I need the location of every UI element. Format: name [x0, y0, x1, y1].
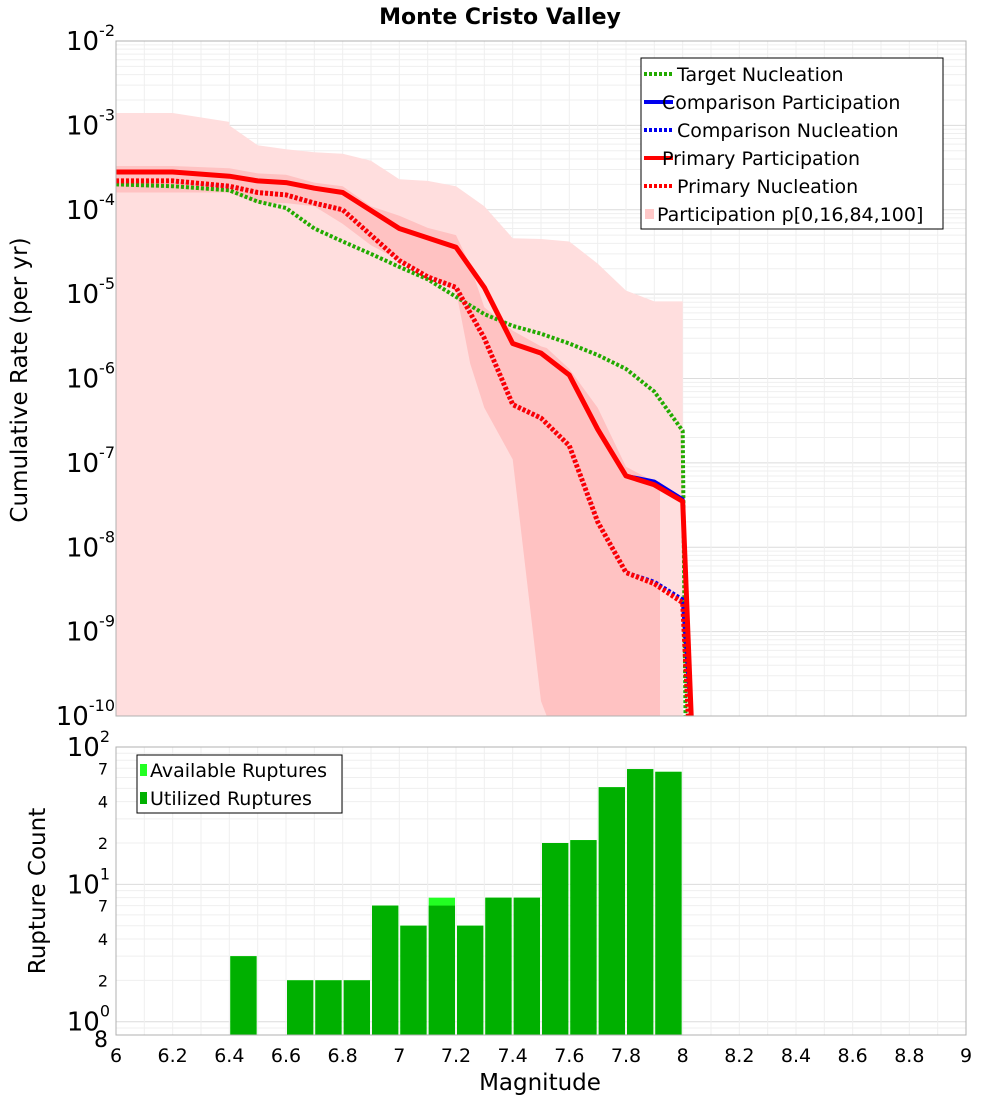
- x-tick-label: 7.8: [611, 1045, 641, 1067]
- legend-label: Target Nucleation: [676, 64, 844, 86]
- y-tick-label: 10-2: [66, 21, 115, 57]
- y-tick-label: 10-7: [66, 443, 115, 479]
- x-tick-label: 8.4: [781, 1045, 811, 1067]
- y-tick-label: 4: [98, 793, 108, 812]
- utilized-ruptures-bar: [428, 905, 455, 1035]
- legend-entry: Target Nucleation: [644, 64, 844, 86]
- y-tick-label: 10-6: [66, 359, 115, 395]
- y-tick-label: 10-9: [66, 612, 115, 648]
- x-tick-label: 6: [110, 1045, 122, 1067]
- legend-swatch: [645, 209, 654, 219]
- y-tick-label: 101: [67, 864, 110, 900]
- y-tick-label: 4: [98, 930, 108, 949]
- utilized-ruptures-bar: [627, 769, 654, 1035]
- legend-swatch: [140, 764, 147, 776]
- chart-title: Monte Cristo Valley: [379, 5, 621, 30]
- bars: [230, 769, 682, 1035]
- legend-entry: Comparison Nucleation: [644, 120, 899, 142]
- legend-label: Primary Nucleation: [677, 176, 858, 198]
- x-tick-label: 8: [677, 1045, 689, 1067]
- x-tick-label: 6.4: [214, 1045, 244, 1067]
- band-p16-p84: [116, 166, 660, 716]
- utilized-ruptures-bar: [230, 956, 257, 1035]
- y-tick-label: 7: [98, 897, 108, 916]
- count-legend: Available Ruptures Utilized Ruptures: [136, 754, 343, 814]
- y-tick-label: 10-8: [66, 527, 115, 563]
- legend-swatch: [140, 792, 147, 804]
- x-tick-label: 7.6: [554, 1045, 584, 1067]
- legend-entry: Primary Nucleation: [644, 176, 858, 198]
- y-tick-label: 102: [67, 727, 110, 763]
- x-tick-label: 7: [393, 1045, 405, 1067]
- y-tick-label: 7: [98, 759, 108, 778]
- legend-label: Comparison Nucleation: [677, 120, 899, 142]
- rate-legend: Target Nucleation Comparison Participatio…: [640, 57, 944, 230]
- utilized-ruptures-bar: [372, 905, 399, 1035]
- x-tick-label: 8.2: [724, 1045, 754, 1067]
- x-tick-label: 7.4: [498, 1045, 528, 1067]
- y-tick-label: 100: [67, 1002, 110, 1038]
- utilized-ruptures-bar: [570, 840, 597, 1035]
- rate-plot-panel: 10-2 10-3 10-4 10-5 10-6 10-7 10-8 10-9 10-10 Tar…: [56, 21, 967, 732]
- x-axis-label: Magnitude: [479, 1070, 601, 1096]
- legend-entry: Comparison Participation: [644, 92, 900, 114]
- primary-participation-line: [116, 169, 694, 716]
- legend-entry: Primary Participation: [644, 148, 860, 170]
- y-tick-label: 10-5: [66, 274, 115, 310]
- y-axis-label-rate: Cumulative Rate (per yr): [7, 237, 33, 522]
- utilized-ruptures-bar: [315, 980, 342, 1035]
- utilized-ruptures-bar: [485, 897, 512, 1035]
- legend-label: Utilized Ruptures: [150, 788, 312, 810]
- legend-entry: Participation p[0,16,84,100]: [645, 204, 923, 226]
- primary-nucleation-line: [116, 178, 691, 716]
- plot-frame: [115, 40, 967, 717]
- utilized-ruptures-bar: [400, 925, 427, 1035]
- y-tick-label: 10-4: [66, 190, 115, 226]
- x-tick-label: 6.8: [328, 1045, 358, 1067]
- x-tick-label: 7.2: [441, 1045, 471, 1067]
- legend-box: [640, 57, 944, 230]
- y-tick-label: 10-3: [66, 105, 115, 141]
- x-tick-label: 8.6: [838, 1045, 868, 1067]
- legend-box: [136, 754, 343, 814]
- x-tick-label: 8.8: [894, 1045, 924, 1067]
- y-tick-label: 10-10: [56, 696, 115, 732]
- y-axis-label-count: Rupture Count: [25, 808, 51, 974]
- y-tick-label: 2: [98, 971, 108, 990]
- utilized-ruptures-bar: [457, 925, 484, 1035]
- utilized-ruptures-bar: [287, 980, 314, 1035]
- legend-entry: Utilized Ruptures: [140, 788, 312, 810]
- y-tick-label: 8: [94, 1028, 108, 1053]
- legend-label: Participation p[0,16,84,100]: [657, 204, 923, 226]
- x-tick-label: 9: [960, 1045, 972, 1067]
- y-tick-label: 2: [98, 834, 108, 853]
- legend-label: Primary Participation: [662, 148, 860, 170]
- legend-label: Comparison Participation: [662, 92, 900, 114]
- series-lines: [116, 169, 694, 716]
- x-tick-label: 6.2: [158, 1045, 188, 1067]
- utilized-ruptures-bar: [655, 771, 682, 1035]
- percentile-bands: [116, 113, 683, 716]
- x-tick-label: 6.6: [271, 1045, 301, 1067]
- legend-entry: Available Ruptures: [140, 760, 327, 782]
- plot-frame: [115, 746, 967, 1036]
- legend-label: Available Ruptures: [150, 760, 327, 782]
- utilized-ruptures-bar: [598, 787, 625, 1035]
- target-nucleation-line: [116, 182, 688, 716]
- utilized-ruptures-bar: [343, 980, 370, 1035]
- utilized-ruptures-bar: [513, 897, 540, 1035]
- utilized-ruptures-bar: [542, 843, 569, 1035]
